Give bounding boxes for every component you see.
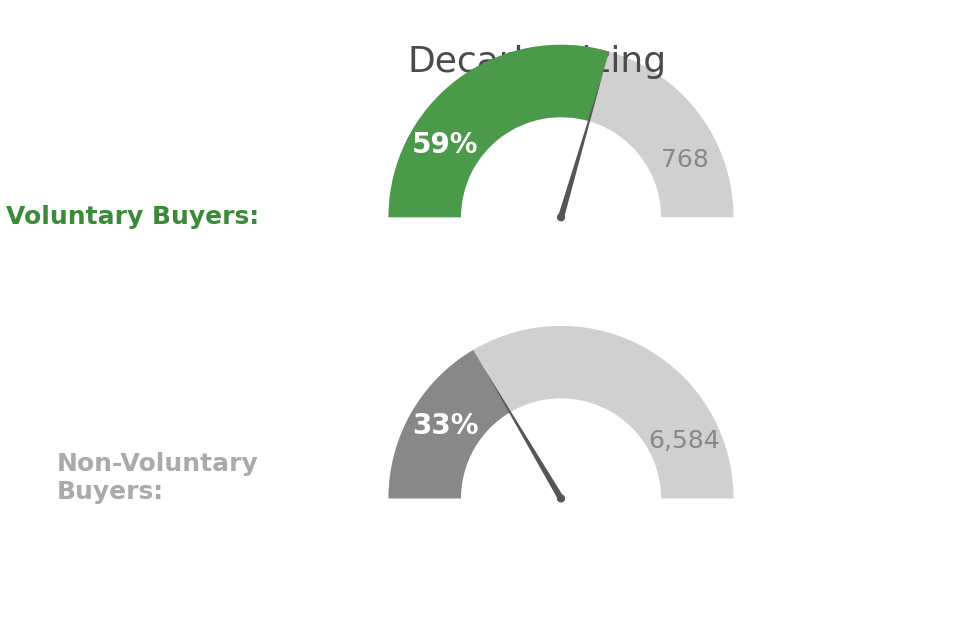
Text: Voluntary Buyers:: Voluntary Buyers: [6,205,259,229]
Wedge shape [388,45,734,217]
Circle shape [557,495,565,502]
Polygon shape [558,72,603,218]
Text: 6,584: 6,584 [648,429,720,453]
Text: Decarbonizing: Decarbonizing [408,45,667,79]
Text: 33%: 33% [412,412,479,440]
Text: 59%: 59% [412,131,479,159]
Wedge shape [388,326,734,498]
Polygon shape [483,367,564,500]
Text: 768: 768 [661,148,709,172]
Wedge shape [388,45,609,217]
Wedge shape [388,350,510,498]
Circle shape [557,214,565,220]
Text: Non-Voluntary
Buyers:: Non-Voluntary Buyers: [58,452,259,504]
